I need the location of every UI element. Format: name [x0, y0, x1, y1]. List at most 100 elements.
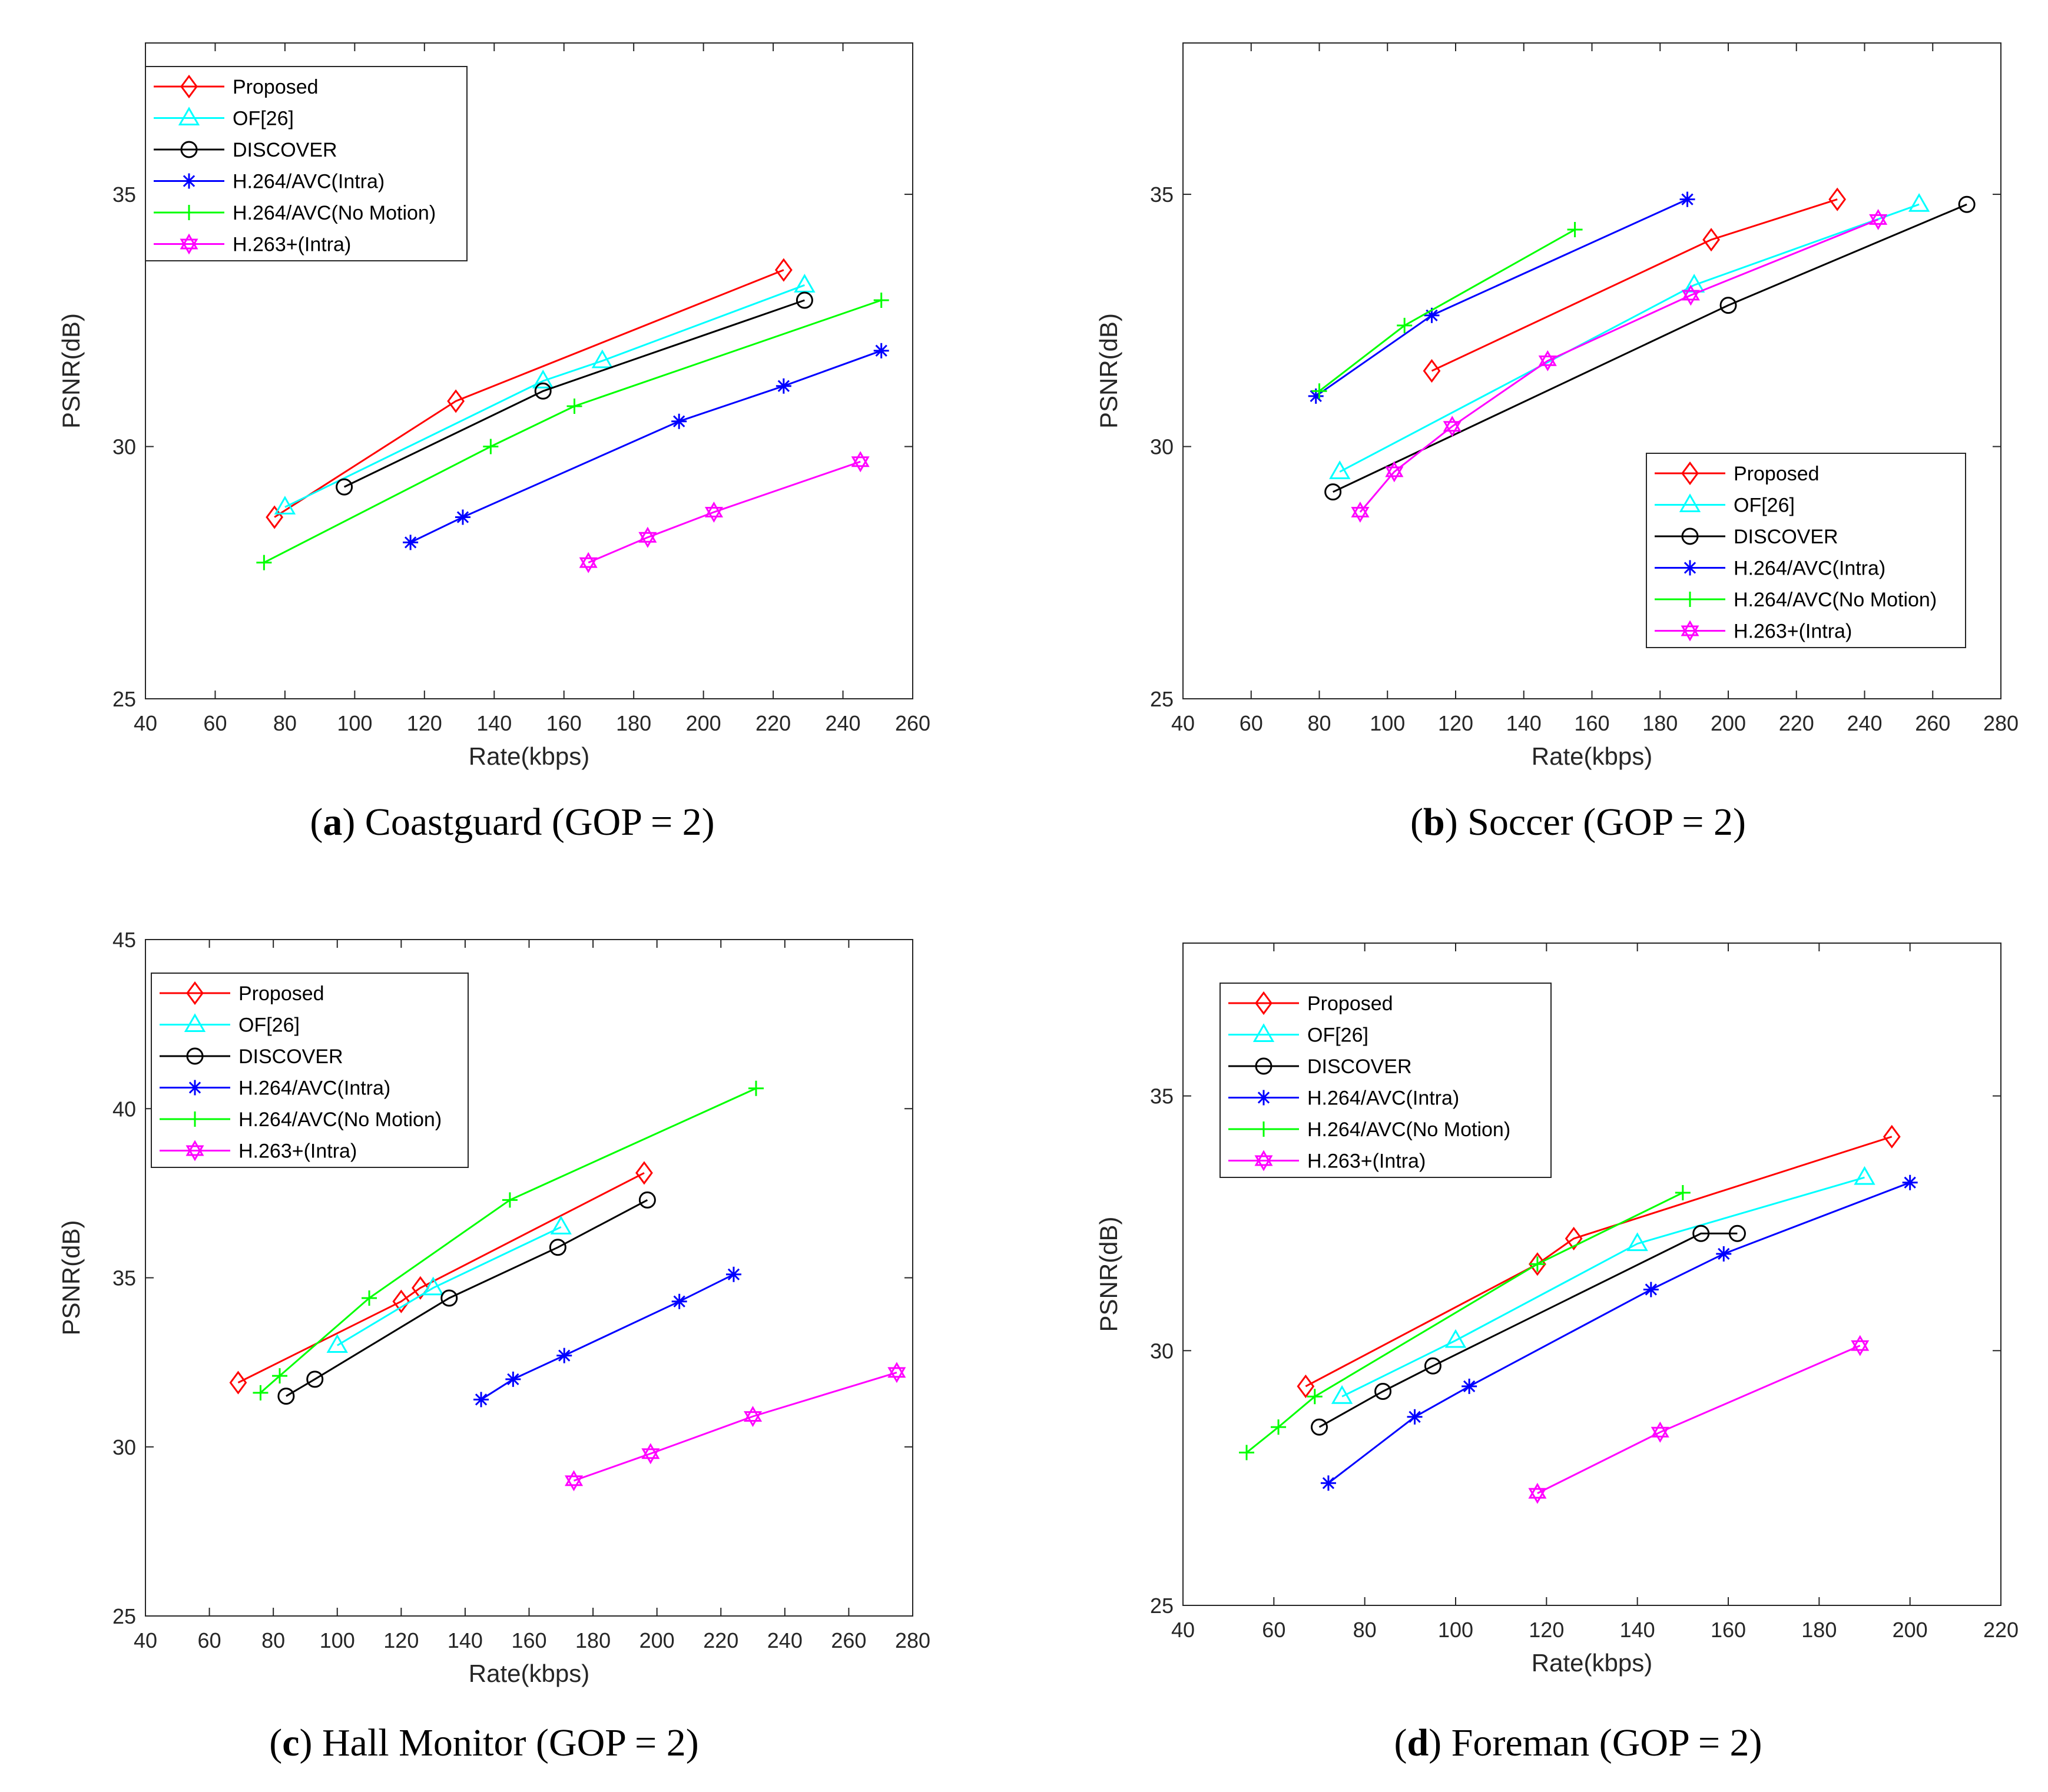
series-of-26- [274, 274, 816, 515]
data-point [1828, 187, 1847, 211]
data-point [873, 343, 889, 359]
legend-marker [1682, 592, 1698, 607]
data-point [1643, 1282, 1659, 1297]
caption-letter: c [282, 1721, 299, 1764]
chart-panel-4: 40 60 80 100 120 140 160 180 200 220 25 30 35 Rate(kb… [1095, 943, 2019, 1764]
x-tick-label: 180 [616, 711, 651, 735]
series-h-264-avc-no-motion- [256, 293, 889, 570]
legend-marker [181, 173, 197, 189]
series-line [343, 299, 805, 488]
series-h-263-intra- [579, 451, 870, 573]
series-h-263-intra- [565, 1362, 906, 1492]
series-proposed [1423, 187, 1847, 383]
caption-paren: ( [269, 1721, 282, 1764]
legend-marker [184, 1013, 206, 1033]
x-tick-label: 100 [337, 711, 372, 735]
data-point [1329, 460, 1351, 479]
legend-marker [1681, 625, 1699, 642]
series-line [1333, 203, 1967, 493]
x-tick-label: 120 [1529, 1618, 1564, 1642]
x-tick-label: 120 [383, 1628, 419, 1652]
data-point [671, 413, 687, 429]
x-tick-label: 40 [134, 711, 157, 735]
data-point [1883, 1124, 1901, 1149]
x-tick-label: 140 [1620, 1618, 1655, 1642]
y-axis-label: PSNR(dB) [57, 313, 85, 429]
series-h-264-avc-intra- [1320, 1174, 1918, 1491]
data-point [392, 1289, 410, 1313]
legend-entry: H.264/AVC(No Motion) [1307, 1119, 1510, 1141]
data-point [550, 1216, 572, 1235]
series-h-264-avc-no-motion- [1239, 1185, 1691, 1461]
data-point [274, 496, 296, 515]
caption: (b) Soccer (GOP = 2) [1410, 801, 1746, 844]
legend-box [1646, 453, 1966, 648]
data-point [455, 509, 470, 525]
y-tick-label: 30 [1150, 1339, 1174, 1363]
data-point [272, 1368, 288, 1384]
caption: (c) Hall Monitor (GOP = 2) [269, 1721, 699, 1764]
x-tick-label: 200 [1893, 1618, 1928, 1642]
data-point [1311, 383, 1327, 399]
data-point [505, 1371, 521, 1387]
y-tick-label: 35 [1150, 1084, 1174, 1109]
x-tick-label: 40 [134, 1628, 157, 1652]
legend-entry: Proposed [238, 983, 324, 1005]
series-h-264-avc-intra- [473, 1266, 741, 1408]
data-point [534, 382, 552, 400]
data-point [1239, 1445, 1255, 1461]
x-axis-label: Rate(kbps) [1532, 742, 1652, 770]
legend-marker [1256, 1121, 1271, 1137]
legend-marker [1682, 560, 1698, 576]
data-point [253, 1385, 269, 1401]
data-point [362, 1290, 377, 1306]
data-point [1297, 1374, 1315, 1398]
chart-panel-2: 40 60 80 100 120 140 160 180 200 220 240 260 280 25 30… [1095, 42, 2019, 844]
y-tick-label: 35 [1150, 182, 1174, 207]
y-tick-label: 40 [112, 1097, 136, 1121]
data-point [1902, 1174, 1918, 1190]
legend-marker [180, 141, 198, 158]
legend-entry: OF[26] [233, 108, 294, 130]
data-point [744, 1411, 763, 1427]
series-line [1537, 1345, 1861, 1494]
data-point [1443, 421, 1462, 437]
data-point [1681, 284, 1700, 301]
chart-panel-3: 40 60 80 100 120 140 160 180 200 220 240 260 280 25 30… [57, 928, 930, 1764]
series-line [263, 299, 882, 563]
data-point [873, 293, 889, 308]
legend: Proposed OF[26] DISCOVER H.264/AVC(Intra) H.… [1219, 983, 1552, 1178]
series-line [284, 284, 805, 508]
data-point [1423, 359, 1441, 383]
caption: (a) Coastguard (GOP = 2) [310, 801, 714, 844]
data-point [638, 532, 657, 548]
series-line [286, 1199, 648, 1397]
y-tick-label: 25 [112, 687, 136, 711]
data-point [1679, 191, 1695, 207]
series-discover [1324, 195, 1976, 501]
series-line [1339, 203, 1920, 473]
data-point [1385, 466, 1404, 483]
x-tick-label: 160 [546, 711, 582, 735]
y-tick-label: 35 [112, 182, 136, 207]
legend-marker [1681, 461, 1699, 486]
legend-entry: Proposed [233, 76, 319, 98]
x-tick-label: 260 [1915, 711, 1950, 735]
data-point [1462, 1378, 1477, 1394]
series-line [337, 1226, 562, 1346]
series-discover [1311, 1224, 1746, 1436]
x-tick-label: 240 [767, 1628, 803, 1652]
data-point [1324, 483, 1342, 501]
data-point [326, 1334, 348, 1353]
x-tick-label: 140 [1506, 711, 1542, 735]
x-tick-label: 60 [203, 711, 227, 735]
x-tick-label: 160 [1711, 1618, 1746, 1642]
x-tick-label: 100 [320, 1628, 355, 1652]
x-tick-label: 120 [407, 711, 442, 735]
data-point [565, 1470, 584, 1486]
caption: (d) Foreman (GOP = 2) [1394, 1721, 1762, 1764]
series-line [1341, 1176, 1865, 1398]
series-line [1318, 1232, 1738, 1428]
y-tick-label: 25 [1150, 1594, 1174, 1618]
